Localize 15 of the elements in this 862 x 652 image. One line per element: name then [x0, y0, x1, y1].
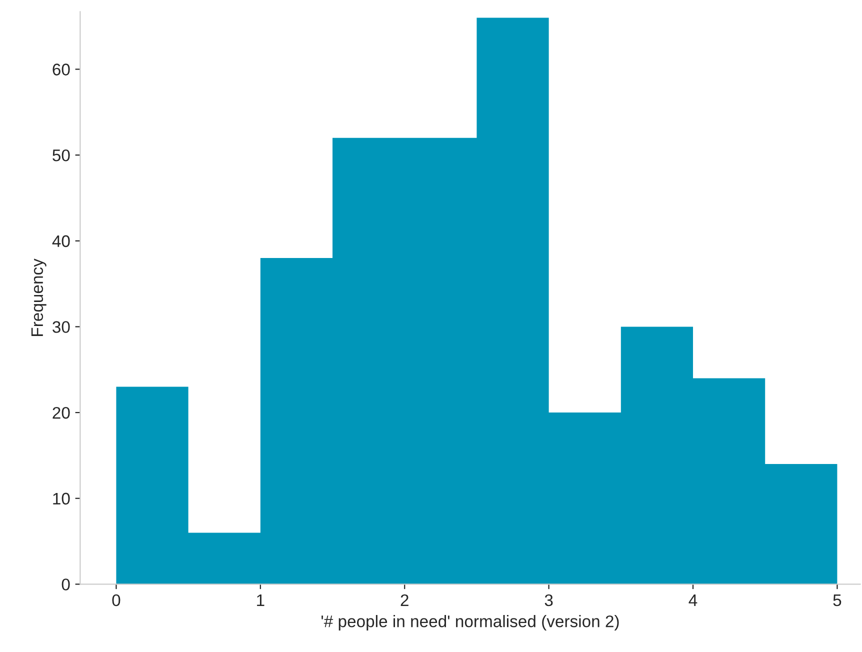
y-tick-label: 40: [52, 235, 70, 248]
y-tick-label: 30: [52, 321, 70, 333]
y-tick-label: 0: [62, 578, 70, 590]
x-tick-label: 2: [400, 594, 408, 606]
y-tick-label: 50: [52, 149, 70, 162]
x-tick-label: 1: [257, 594, 264, 606]
x-axis-title: '# people in need' normalised (version 2): [322, 615, 619, 631]
x-tick-label: 4: [688, 594, 698, 606]
y-axis-title: Frequency: [31, 258, 46, 336]
y-tick-label: 20: [52, 406, 70, 419]
y-tick-label: 60: [52, 64, 70, 76]
x-tick-label: 3: [544, 594, 553, 606]
x-tick-label: 0: [112, 594, 120, 606]
y-tick-label: 10: [53, 492, 70, 505]
x-tick-label: 5: [833, 594, 842, 606]
